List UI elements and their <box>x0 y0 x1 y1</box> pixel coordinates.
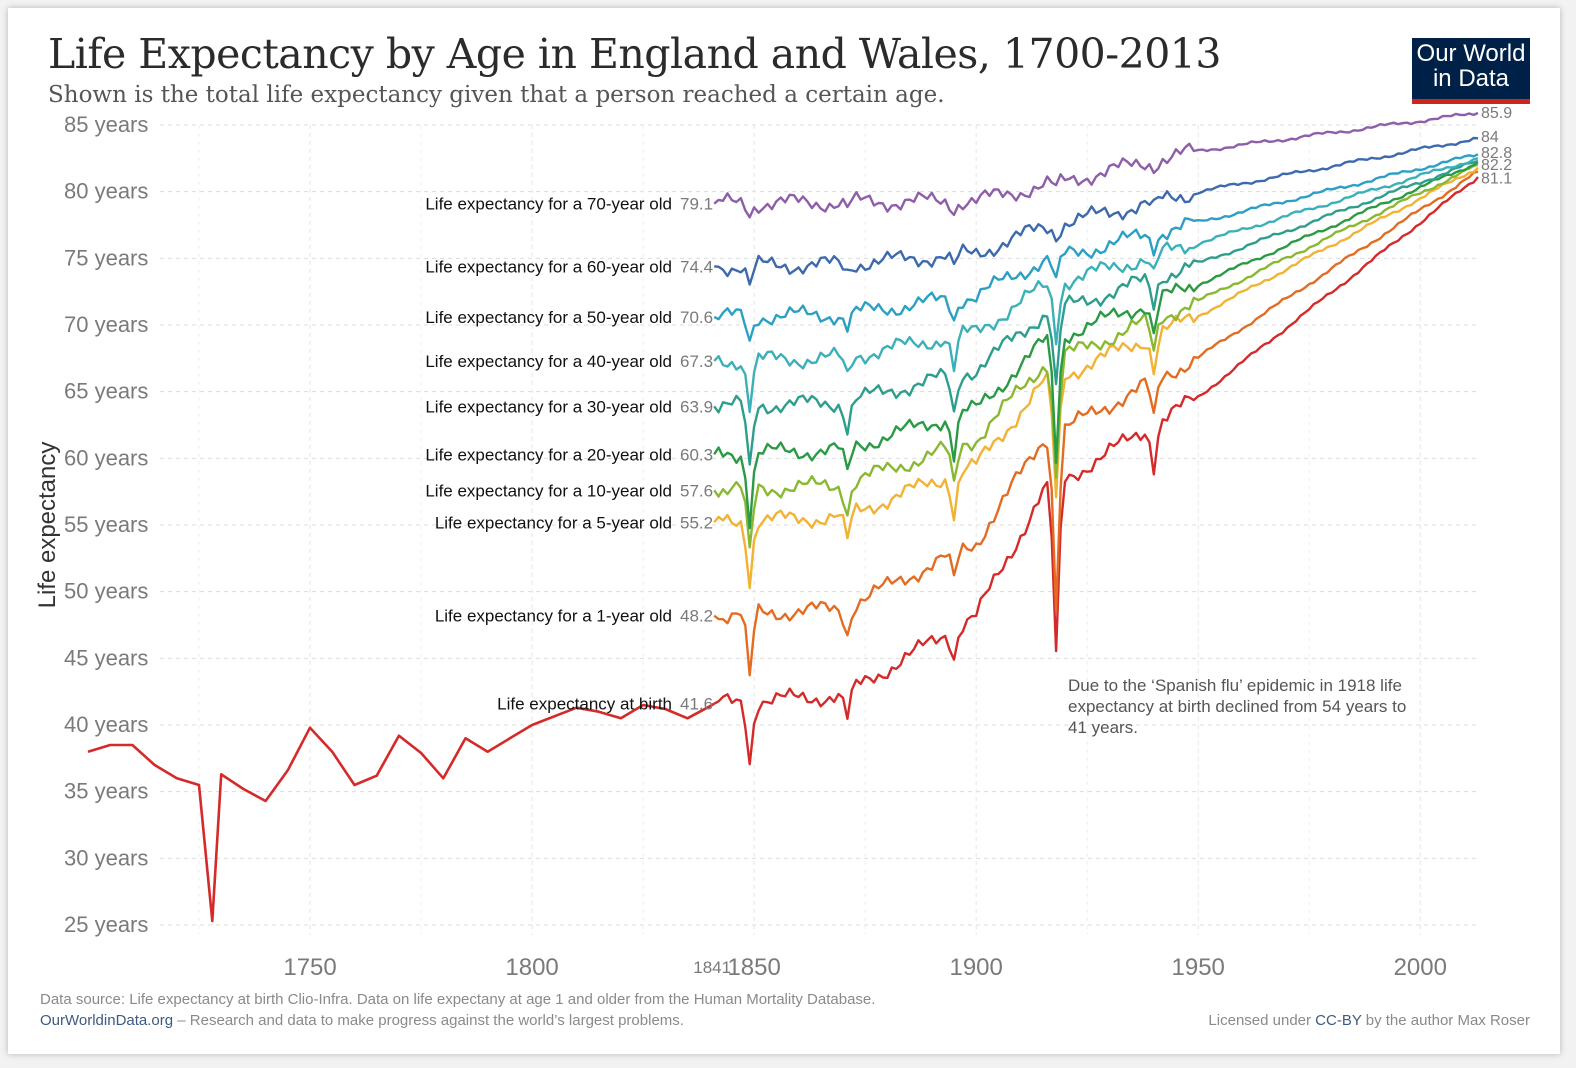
license-link[interactable]: CC-BY <box>1315 1012 1362 1029</box>
series-line-5 <box>713 161 1479 530</box>
series-line-1 <box>714 136 1479 286</box>
flu-annotation-line: 41 years. <box>1068 718 1138 737</box>
series-line-0 <box>713 111 1479 219</box>
y-tick-label: 65 years <box>64 379 148 404</box>
x-tick-label: 1750 <box>283 954 336 981</box>
x-extra-tick-label: 1841 <box>693 958 731 977</box>
series-label: Life expectancy for a 1-year old <box>435 607 672 626</box>
series-label: Life expectancy for a 30-year old <box>425 397 672 416</box>
owid-logo[interactable]: Our World in Data <box>1412 38 1530 104</box>
y-tick-label: 25 years <box>64 912 148 937</box>
series-label: Life expectancy for a 40-year old <box>425 352 672 371</box>
series-line-4 <box>713 159 1479 466</box>
series-label: Life expectancy for a 5-year old <box>435 513 672 532</box>
y-tick-label: 40 years <box>64 712 148 737</box>
y-tick-label: 85 years <box>64 112 148 137</box>
series-line-7 <box>713 166 1479 590</box>
y-tick-label: 35 years <box>64 779 148 804</box>
series-start-value: 57.6 <box>680 481 713 500</box>
series-start-value: 60.3 <box>680 445 713 464</box>
x-tick-label: 1800 <box>505 954 558 981</box>
y-tick-label: 75 years <box>64 245 148 270</box>
series-label: Life expectancy for a 60-year old <box>425 257 672 276</box>
series-end-value: 82.8 <box>1481 145 1512 162</box>
data-source-note: Data source: Life expectancy at birth Cl… <box>40 991 876 1008</box>
y-tick-label: 50 years <box>64 579 148 604</box>
series-label: Life expectancy for a 10-year old <box>425 481 672 500</box>
site-tagline: – Research and data to make progress aga… <box>173 1012 684 1029</box>
flu-annotation-line: Due to the ‘Spanish flu’ epidemic in 191… <box>1068 676 1402 695</box>
series-start-value: 79.1 <box>680 195 713 214</box>
series-end-value: 81.1 <box>1481 170 1512 187</box>
series-line-2 <box>713 153 1479 342</box>
license-note: Licensed under CC-BY by the author Max R… <box>1208 1012 1530 1029</box>
series-line-9 <box>713 176 1479 766</box>
series-start-value: 70.6 <box>680 308 713 327</box>
series-label: Life expectancy for a 50-year old <box>425 308 672 327</box>
series-start-value: 63.9 <box>680 397 713 416</box>
series-end-value: 85.9 <box>1481 105 1512 122</box>
series-end-value: 84 <box>1481 129 1499 146</box>
series-line-birth-1700-1841 <box>87 702 715 923</box>
series-line-6 <box>713 163 1479 549</box>
chart-card <box>8 8 1560 1054</box>
site-link[interactable]: OurWorldinData.org <box>40 1012 174 1029</box>
logo-line-2: in Data <box>1432 65 1510 92</box>
chart-title: Life Expectancy by Age in England and Wa… <box>48 30 1221 78</box>
x-tick-label: 1850 <box>727 954 780 981</box>
line-chart: 25 years 30 years 35 years 40 years 45 years… <box>34 105 1512 981</box>
license-prefix: Licensed under <box>1208 1012 1316 1029</box>
series-label: Life expectancy for a 20-year old <box>425 445 672 464</box>
y-tick-label: 30 years <box>64 845 148 870</box>
series-line-3 <box>713 157 1479 414</box>
y-tick-label: 60 years <box>64 445 148 470</box>
series-start-value: 41.6 <box>680 695 713 714</box>
y-tick-label: 45 years <box>64 645 148 670</box>
y-axis-label: Life expectancy <box>34 442 61 609</box>
series-start-value: 67.3 <box>680 352 713 371</box>
x-tick-label: 1900 <box>949 954 1002 981</box>
series-line-8 <box>713 170 1479 677</box>
x-tick-label: 1950 <box>1172 954 1225 981</box>
flu-annotation-line: expectancy at birth declined from 54 yea… <box>1068 697 1406 716</box>
series-start-value: 55.2 <box>680 513 713 532</box>
license-suffix: by the author Max Roser <box>1361 1012 1530 1029</box>
y-tick-label: 55 years <box>64 512 148 537</box>
chart-subtitle: Shown is the total life expectancy given… <box>48 82 945 108</box>
x-tick-label: 2000 <box>1394 954 1447 981</box>
footer-tagline: OurWorldinData.org – Research and data t… <box>40 1012 684 1029</box>
series-label: Life expectancy for a 70-year old <box>425 195 672 214</box>
logo-line-1: Our World <box>1416 40 1526 67</box>
y-tick-label: 80 years <box>64 179 148 204</box>
y-tick-label: 70 years <box>64 312 148 337</box>
series-label: Life expectancy at birth <box>497 695 672 714</box>
series-end-value: 82.2 <box>1481 157 1512 174</box>
series-start-value: 74.4 <box>680 257 713 276</box>
series-start-value: 48.2 <box>680 607 713 626</box>
